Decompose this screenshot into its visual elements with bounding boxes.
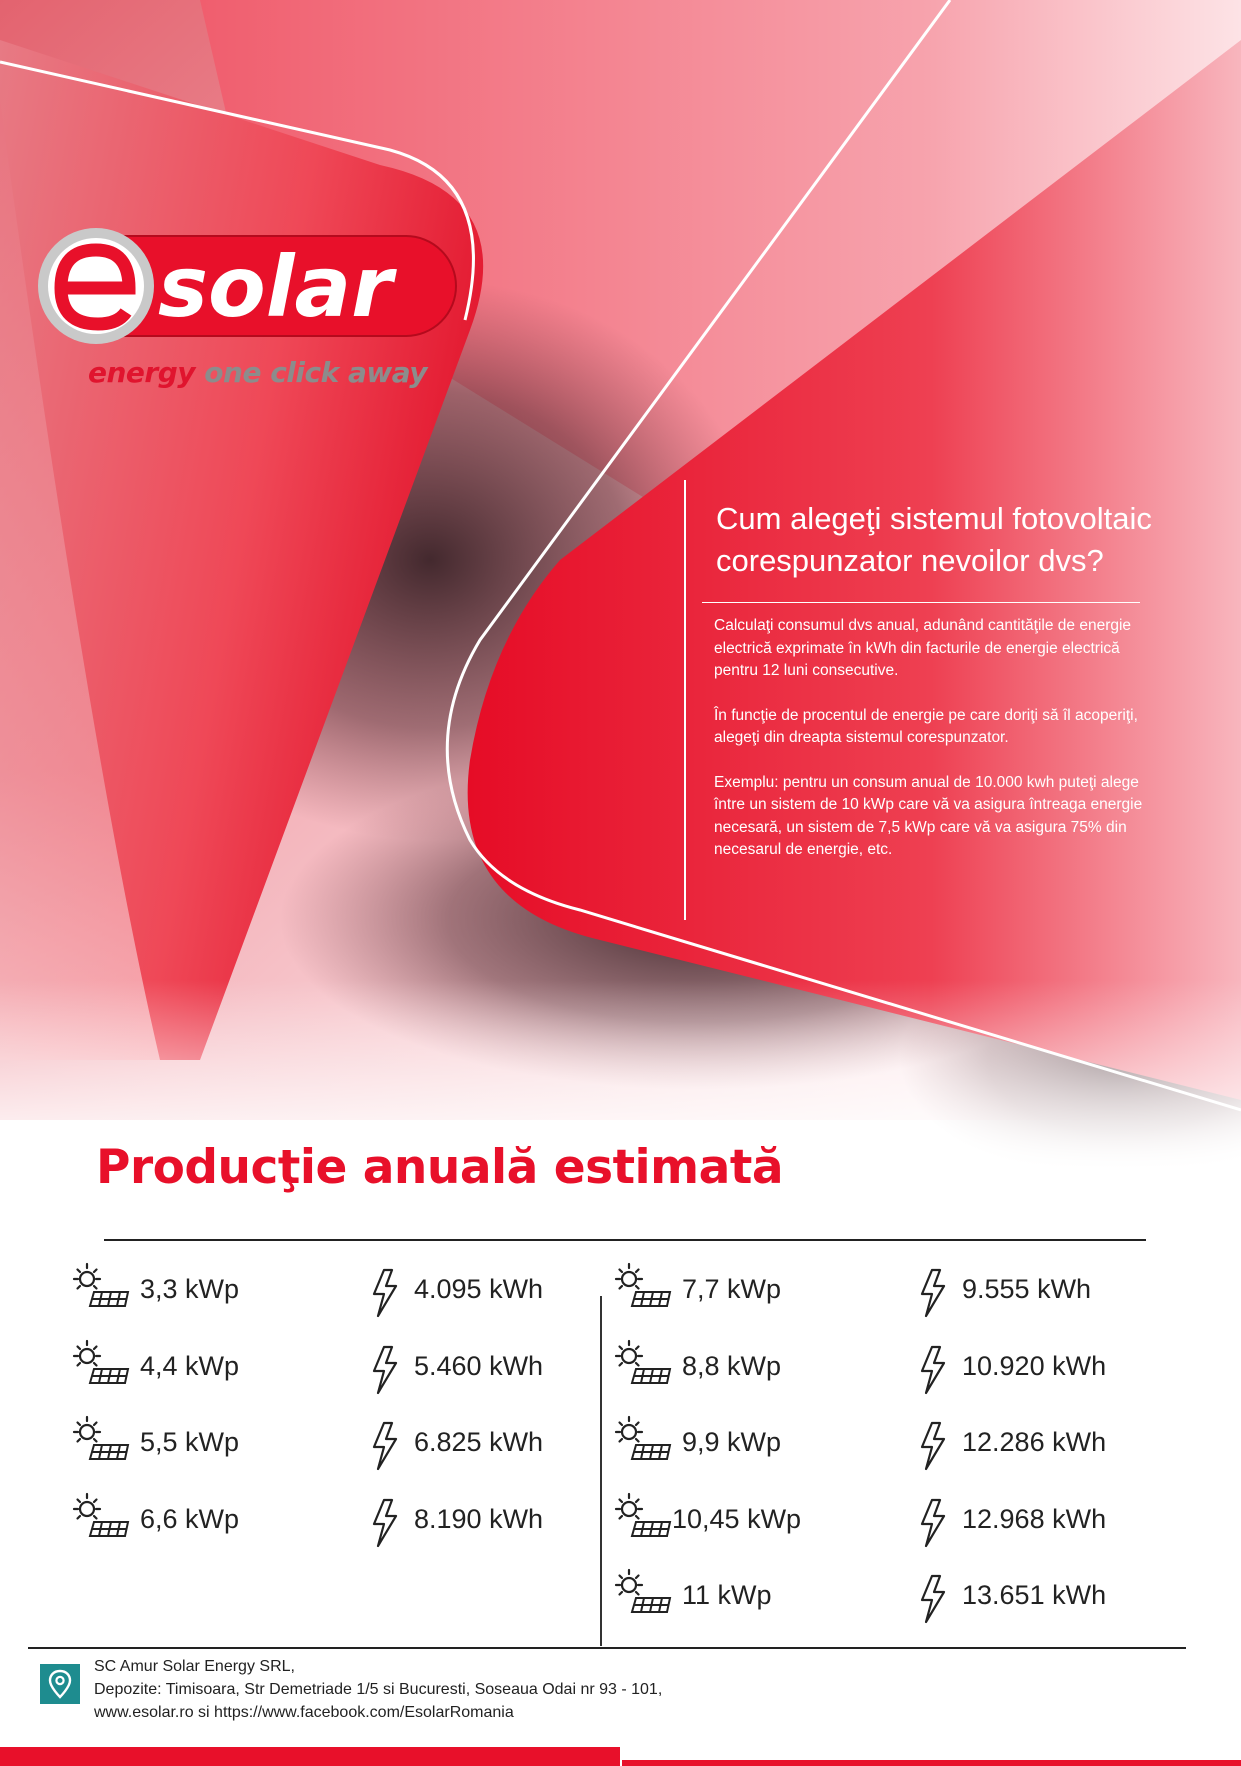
tagline-rest: one click away — [204, 356, 427, 389]
power-value: 3,3 kWp — [140, 1274, 240, 1304]
logo-word: solar — [158, 238, 397, 336]
power-value: 11 kWp — [682, 1580, 772, 1610]
info-divider-horizontal — [702, 602, 1140, 603]
solar-panel-sun-icon — [72, 1339, 130, 1384]
solar-panel-sun-icon — [72, 1415, 130, 1460]
power-value: 5,5 kWp — [140, 1427, 240, 1457]
solar-panel-sun-icon — [614, 1339, 672, 1384]
solar-panel-sun-icon — [614, 1568, 672, 1613]
power-value: 7,7 kWp — [682, 1274, 782, 1304]
footer-depots: Depozite: Timisoara, Str Demetriade 1/5 … — [94, 1681, 663, 1698]
production-title: Producţie anuală estimată — [96, 1140, 784, 1195]
solar-panel-sun-icon — [614, 1415, 672, 1460]
esolar-logo: solar — [38, 228, 457, 344]
info-heading: Cum alegeţi sistemul fotovoltaic corespu… — [716, 501, 1152, 578]
lightning-bolt-icon — [372, 1498, 398, 1547]
bottom-bar-right — [622, 1760, 1241, 1766]
solar-panel-sun-icon — [72, 1492, 130, 1537]
bottom-bar-left — [0, 1747, 620, 1766]
tagline: energy one click away — [88, 356, 427, 389]
solar-panel-sun-icon — [614, 1492, 672, 1537]
power-value: 8,8 kWp — [682, 1350, 782, 1381]
production-rule-middle — [600, 1296, 602, 1646]
energy-value: 6.825 kWh — [414, 1427, 544, 1457]
lightning-bolt-icon — [920, 1345, 946, 1394]
power-value: 6,6 kWp — [140, 1503, 240, 1534]
energy-value: 4.095 kWh — [414, 1274, 544, 1304]
energy-value: 8.190 kWh — [414, 1503, 544, 1534]
energy-value: 13.651 kWh — [962, 1580, 1107, 1610]
info-body: Calculaţi consumul dvs anual, adunând ca… — [714, 615, 1154, 884]
lightning-bolt-icon — [372, 1421, 398, 1471]
power-value: 4,4 kWp — [140, 1350, 240, 1381]
energy-value: 9.555 kWh — [962, 1274, 1092, 1304]
footer-text: SC Amur Solar Energy SRL, Depozite: Timi… — [94, 1655, 662, 1724]
lightning-bolt-icon — [920, 1574, 946, 1624]
energy-value: 5.460 kWh — [414, 1350, 544, 1381]
info-paragraph-3: Exemplu: pentru un consum anual de 10.00… — [714, 773, 1143, 859]
info-divider-vertical — [684, 480, 686, 920]
lightning-bolt-icon — [372, 1345, 398, 1394]
info-paragraph-1: Calculaţi consumul dvs anual, adunând ca… — [714, 617, 1132, 679]
footer-web: www.esolar.ro si https://www.facebook.co… — [94, 1704, 514, 1721]
power-value: 9,9 kWp — [682, 1427, 782, 1457]
solar-panel-sun-icon — [72, 1262, 130, 1307]
lightning-bolt-icon — [920, 1268, 946, 1318]
power-value: 10,45 kWp — [672, 1503, 802, 1534]
location-pin-icon — [40, 1664, 80, 1704]
tagline-energy: energy — [88, 356, 196, 389]
footer-company: SC Amur Solar Energy SRL, — [94, 1658, 295, 1675]
production-rule-top — [104, 1239, 1146, 1241]
energy-value: 12.968 kWh — [962, 1503, 1107, 1534]
footer-rule — [28, 1647, 1186, 1649]
energy-value: 12.286 kWh — [962, 1427, 1107, 1457]
solar-panel-sun-icon — [614, 1262, 672, 1307]
lightning-bolt-icon — [920, 1498, 946, 1547]
energy-value: 10.920 kWh — [962, 1350, 1107, 1381]
lightning-bolt-icon — [920, 1421, 946, 1471]
info-paragraph-2: În funcţie de procentul de energie pe ca… — [714, 706, 1138, 747]
lightning-bolt-icon — [372, 1268, 398, 1318]
